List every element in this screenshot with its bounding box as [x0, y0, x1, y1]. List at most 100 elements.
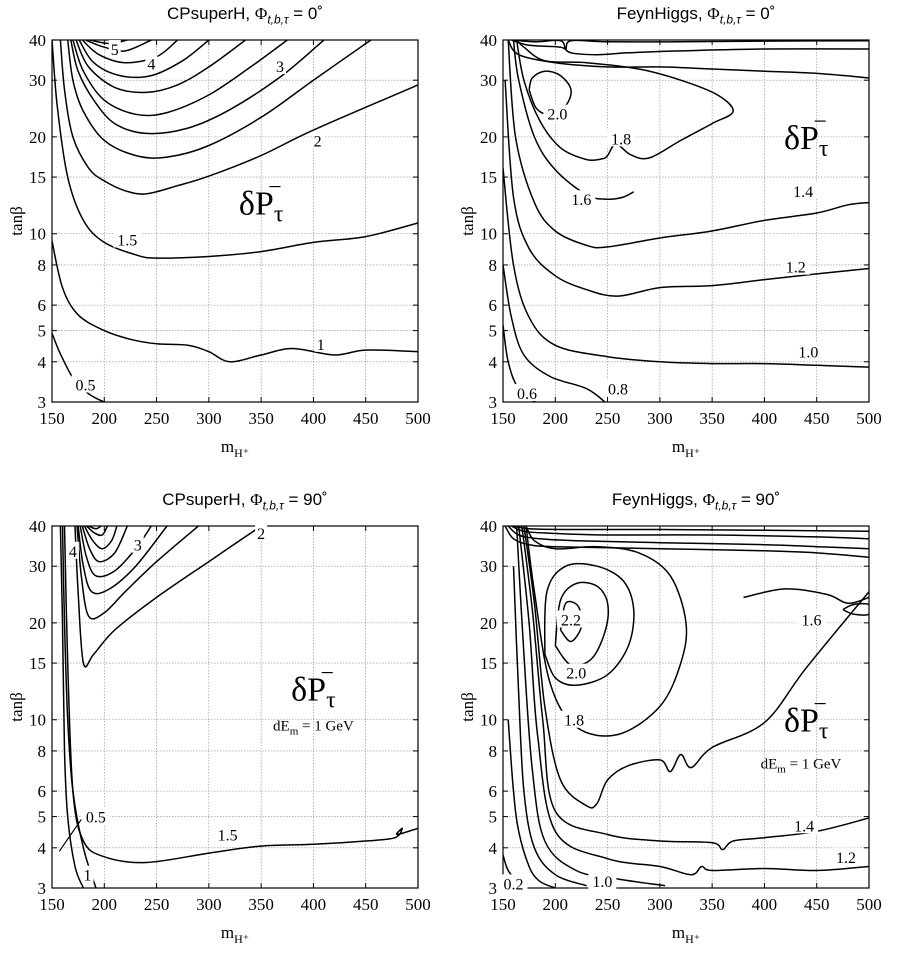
y-tick-label: 8 — [38, 742, 47, 761]
contour-label-bg — [794, 342, 823, 360]
contour-line — [511, 40, 869, 56]
x-tick-label: 350 — [248, 895, 274, 914]
contour-label-bg — [255, 524, 268, 542]
x-tick-label: 150 — [39, 409, 65, 428]
contour-line — [81, 40, 178, 64]
contour-label: 0.8 — [608, 382, 628, 399]
x-axis-label-sub: H⁺ — [234, 932, 249, 946]
contour-label-bg — [607, 129, 636, 147]
contour-line — [77, 526, 168, 595]
contour-line — [70, 40, 325, 135]
pointer-line — [58, 819, 82, 852]
contour-label: 1.0 — [592, 874, 612, 891]
panel-title: CPsuperH, Φt,b,τ = 0˚ — [65, 4, 425, 26]
contour-line — [525, 526, 688, 737]
contour-label: 5 — [111, 42, 119, 59]
contour-line — [81, 526, 128, 563]
x-tick-label: 250 — [595, 409, 621, 428]
y-tick-label: 10 — [29, 225, 46, 244]
plot-frame — [502, 525, 870, 889]
contour-line — [88, 526, 102, 530]
x-axis-label: mH⁺ — [672, 437, 700, 460]
x-tick-label: 450 — [353, 409, 379, 428]
contour-line — [507, 40, 869, 79]
note-pre: dE — [761, 757, 778, 773]
annotation-main: δP — [291, 672, 326, 709]
contour-label: 1.8 — [611, 131, 631, 148]
contour-label-bg — [781, 257, 810, 275]
x-tick-label: 500 — [856, 409, 882, 428]
contour-line — [72, 40, 288, 117]
contour-label-bg — [311, 131, 324, 149]
contour-label: 4 — [69, 544, 77, 561]
title-phi: Φ — [250, 490, 263, 509]
x-tick-label: 300 — [196, 409, 222, 428]
x-tick-label: 200 — [92, 895, 118, 914]
contour-line — [503, 264, 607, 402]
y-tick-label: 8 — [489, 742, 498, 761]
y-tick-label: 10 — [29, 711, 46, 730]
y-tick-label: 5 — [489, 322, 498, 341]
x-tick-label: 150 — [39, 895, 65, 914]
y-axis-label: tanβ — [458, 692, 477, 721]
annotation-sub: τ — [326, 688, 336, 714]
contour-label-bg — [113, 230, 142, 248]
contour-plot: 150 200 250 300 350 400 450 500345681015203040m… — [458, 31, 882, 460]
y-tick-label: 30 — [480, 557, 497, 576]
y-tick-label: 4 — [38, 839, 47, 858]
annotation-main: δP — [784, 120, 819, 157]
contour-label-bg — [66, 541, 79, 559]
x-tick-label: 250 — [144, 409, 170, 428]
contour-label-bg — [797, 610, 826, 628]
title-phi: Φ — [254, 4, 268, 23]
contour-line — [52, 333, 107, 402]
contour-label: 1 — [317, 337, 325, 354]
y-tick-label: 8 — [489, 256, 498, 275]
contour-line — [513, 40, 869, 50]
y-axis-label: tanβ — [7, 692, 26, 721]
annotation-sup: − — [814, 109, 827, 135]
delta-p-annotation: δPτ− — [784, 692, 829, 745]
y-tick-label: 15 — [480, 654, 497, 673]
x-tick-label: 400 — [752, 895, 778, 914]
y-tick-label: 10 — [480, 225, 497, 244]
y-tick-label: 30 — [29, 557, 46, 576]
annotation-sub: τ — [819, 136, 829, 162]
contour-line — [75, 40, 246, 94]
contour-line — [503, 168, 869, 368]
title-suffix: = 90˚ — [736, 490, 781, 509]
contour-line — [842, 602, 869, 616]
y-tick-label: 4 — [489, 839, 498, 858]
contour-label: 3 — [276, 59, 284, 76]
x-tick-label: 300 — [647, 895, 673, 914]
contour-label-bg — [562, 663, 591, 681]
y-tick-label: 5 — [489, 808, 498, 827]
panel-title: FeynHiggs, Φt,b,τ = 90˚ — [516, 490, 876, 512]
contour-plot: 150 200 250 300 350 400 450 500345681015203040m… — [7, 517, 431, 946]
contour-label: 1.4 — [794, 818, 814, 835]
y-tick-label: 40 — [29, 31, 46, 50]
plot-frame — [51, 525, 419, 889]
contour-line — [515, 526, 666, 887]
note-text: dEm = 1 GeV — [761, 757, 842, 776]
contour-line — [515, 40, 734, 162]
x-axis-label: mH⁺ — [221, 923, 249, 946]
y-tick-label: 20 — [29, 614, 46, 633]
title-suffix: = 0˚ — [288, 4, 323, 23]
contour-label: 0.5 — [75, 378, 95, 395]
contour-line — [507, 719, 556, 888]
x-axis-label-sub: H⁺ — [685, 932, 700, 946]
contour-plot: 150 200 250 300 350 400 450 500345681015203040m… — [7, 31, 431, 460]
contour-line — [511, 526, 869, 540]
delta-p-annotation: δPτ− — [291, 661, 336, 714]
contour-label: 2.2 — [561, 612, 581, 629]
contour-label-bg — [588, 872, 617, 890]
title-phi: Φ — [702, 490, 715, 509]
x-axis-label-sub: H⁺ — [685, 446, 700, 460]
y-tick-label: 4 — [38, 353, 47, 372]
contour-label: 0.6 — [517, 386, 537, 403]
y-axis-label: tanβ — [458, 206, 477, 235]
title-prefix: CPsuperH, — [162, 490, 251, 509]
y-tick-label: 3 — [38, 393, 47, 412]
contour-line — [86, 526, 109, 537]
